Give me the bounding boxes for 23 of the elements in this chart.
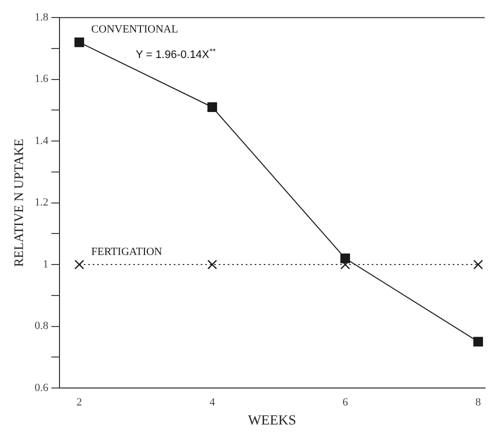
point: [473, 260, 483, 270]
y-tick-label: 0.8: [34, 320, 49, 332]
y-tick-label: 1.2: [34, 196, 48, 209]
y-tick-label: 1.4: [34, 134, 49, 147]
annotation: Y = 1.96-0.14X**: [136, 46, 216, 62]
point: [207, 102, 218, 112]
x-tick-label: 4: [209, 396, 216, 408]
y-tick-label: 1.8: [34, 11, 49, 24]
point: [473, 336, 483, 347]
y-axis-title: RELATIVE N UPTAKE: [11, 138, 26, 267]
series-label: CONVENTIONAL: [91, 24, 178, 36]
x-tick-label: 8: [475, 396, 482, 408]
series-label: FERTIGATION: [91, 246, 162, 258]
x-axis-title: WEEKS: [248, 413, 296, 428]
point: [74, 37, 84, 48]
point: [74, 260, 84, 270]
y-tick-label: 1.6: [34, 73, 49, 86]
x-tick-label: 2: [76, 396, 82, 408]
y-tick-label: 0.6: [34, 382, 49, 394]
point: [340, 254, 350, 264]
point: [207, 260, 218, 270]
x-tick-label: 6: [342, 396, 348, 408]
y-tick-label: 1: [42, 258, 48, 270]
